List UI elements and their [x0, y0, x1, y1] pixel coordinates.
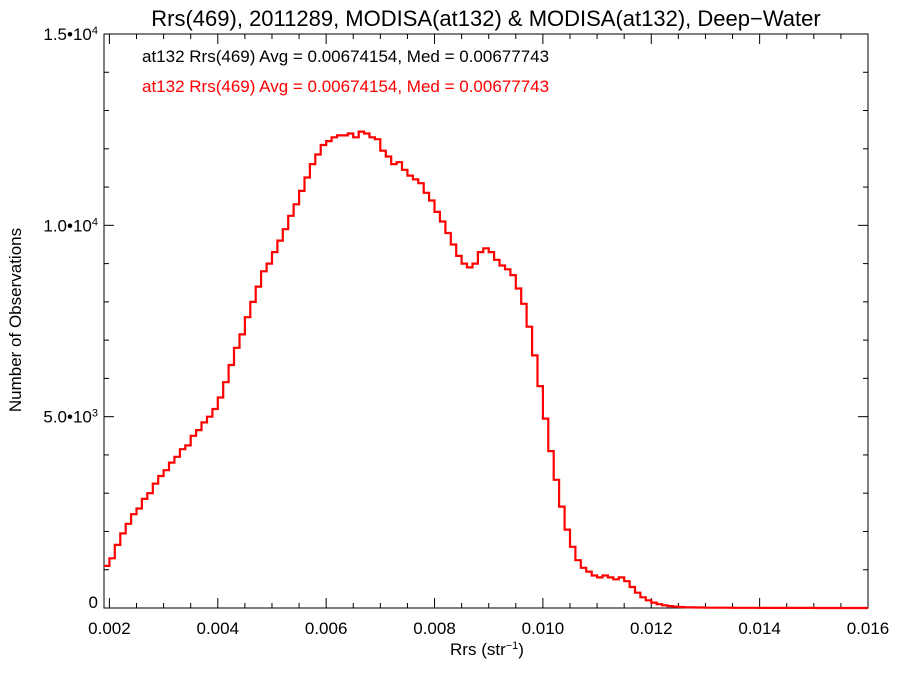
plot-area: 0.002 0.004 0.006 0.008 0.010 0.012 0.014 0.016…: [43, 25, 889, 638]
x-axis-label: Rrs (str−1): [450, 640, 524, 659]
x-tick-label: 0.006: [305, 619, 348, 638]
annotation-red: at132 Rrs(469) Avg = 0.00674154, Med = 0…: [142, 77, 549, 96]
x-tick-label: 0.008: [413, 619, 456, 638]
x-tick-label: 0.002: [88, 619, 131, 638]
y-tick-label-base: 5.0•10: [43, 408, 92, 427]
y-tick-label: 1.0•104: [43, 216, 98, 235]
y-tick-label: 0: [89, 593, 98, 612]
y-tick-label-base: 1.0•10: [43, 216, 92, 235]
chart-title: Rrs(469), 2011289, MODISA(at132) & MODIS…: [151, 6, 820, 31]
y-tick-label: 1.5•104: [43, 25, 98, 44]
x-tick-label: 0.014: [738, 619, 781, 638]
y-tick-label-base: 1.5•10: [43, 25, 92, 44]
x-tick-label: 0.004: [197, 619, 240, 638]
x-axis-label-sup: −1: [506, 640, 519, 652]
y-tick-label: 5.0•103: [43, 408, 98, 427]
x-tick-label: 0.012: [630, 619, 673, 638]
histogram-series-line: [104, 132, 868, 608]
y-tick-label-exp: 3: [92, 408, 98, 420]
y-tick-label-exp: 4: [92, 25, 98, 37]
y-tick-label-exp: 4: [92, 216, 98, 228]
annotation-black: at132 Rrs(469) Avg = 0.00674154, Med = 0…: [142, 47, 549, 66]
y-axis-label: Number of Observations: [6, 228, 25, 412]
plot-frame: [104, 34, 868, 608]
x-tick-label: 0.010: [522, 619, 565, 638]
x-tick-label: 0.016: [847, 619, 890, 638]
x-axis-label-main: Rrs (str: [450, 640, 506, 659]
y-tick-label-base: 0: [89, 593, 98, 612]
x-axis-label-end: ): [518, 640, 524, 659]
